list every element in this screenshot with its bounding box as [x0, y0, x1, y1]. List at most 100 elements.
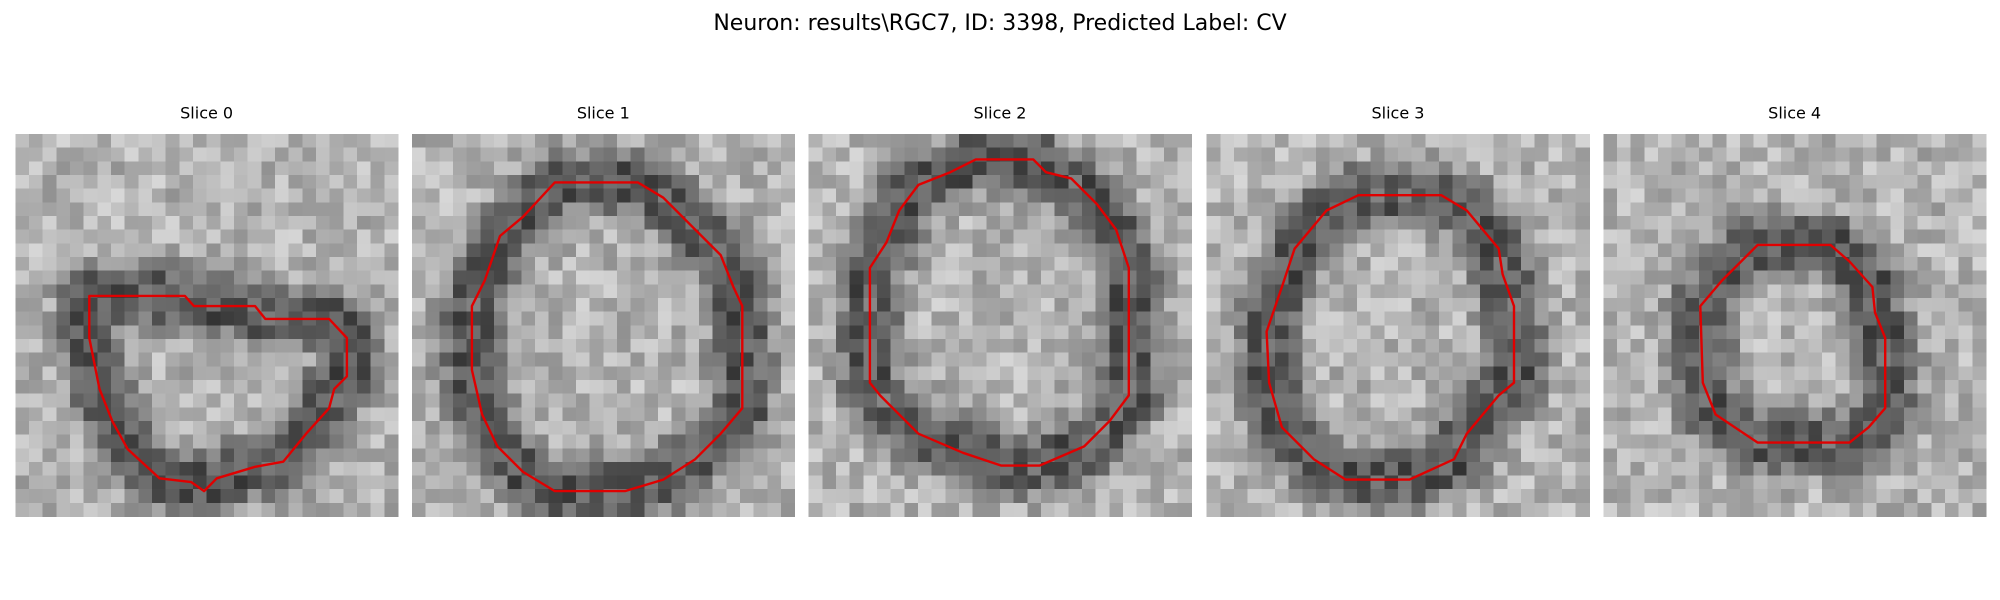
pixel	[151, 352, 167, 367]
pixel	[1958, 434, 1973, 449]
pixel	[1288, 297, 1303, 313]
pixel	[1384, 475, 1399, 490]
pixel	[589, 325, 604, 340]
pixel	[356, 352, 372, 367]
pixel	[1520, 188, 1536, 203]
pixel	[575, 338, 591, 354]
pixel	[836, 366, 851, 381]
pixel	[671, 502, 686, 518]
pixel	[192, 174, 208, 190]
pixel	[1958, 407, 1973, 422]
pixel	[1890, 297, 1905, 313]
pixel	[1356, 133, 1372, 149]
pixel	[1917, 379, 1932, 395]
pixel	[1247, 147, 1262, 162]
pixel	[1561, 393, 1577, 408]
pixel	[1671, 393, 1686, 408]
pixel	[28, 420, 44, 436]
pixel	[1931, 325, 1946, 340]
pixel	[302, 461, 317, 477]
pixel	[192, 243, 208, 258]
pixel	[1603, 461, 1618, 477]
pixel	[1726, 366, 1741, 381]
pixel	[1520, 448, 1536, 463]
pixel	[534, 229, 550, 244]
pixel	[1177, 174, 1192, 190]
pixel	[1040, 448, 1056, 463]
pixel	[56, 420, 71, 436]
pixel	[959, 325, 974, 340]
pixel	[575, 420, 591, 436]
pixel	[466, 434, 481, 449]
pixel	[192, 461, 208, 477]
pixel	[1220, 297, 1235, 313]
pixel	[138, 161, 153, 176]
pixel	[439, 434, 454, 449]
pixel	[1261, 325, 1276, 340]
pixel	[56, 366, 71, 381]
pixel	[1685, 133, 1700, 149]
pixel	[685, 243, 700, 258]
pixel	[274, 393, 290, 408]
pixel	[124, 133, 139, 149]
pixel	[370, 407, 385, 422]
pixel	[1425, 448, 1440, 463]
pixel	[1972, 420, 1987, 436]
pixel	[972, 202, 987, 217]
pixel	[1081, 202, 1097, 217]
pixel	[83, 133, 98, 149]
pixel	[671, 270, 686, 285]
pixel	[1343, 174, 1358, 190]
pixel	[1903, 352, 1919, 367]
pixel	[1493, 133, 1508, 149]
pixel	[1220, 229, 1235, 244]
pixel	[863, 215, 878, 231]
pixel	[1479, 434, 1495, 449]
pixel	[1027, 161, 1042, 176]
pixel	[247, 502, 262, 518]
pixel	[1958, 475, 1973, 490]
pixel	[836, 489, 851, 504]
pixel	[1220, 174, 1235, 190]
pixel	[356, 502, 372, 518]
pixel	[452, 407, 468, 422]
pixel	[767, 475, 782, 490]
pixel	[1356, 352, 1372, 367]
pixel	[411, 188, 427, 203]
pixel	[466, 297, 481, 313]
pixel	[288, 461, 303, 477]
pixel	[1329, 215, 1344, 231]
pixel	[1000, 366, 1015, 381]
pixel	[1561, 202, 1577, 217]
pixel	[138, 352, 153, 367]
pixel	[343, 379, 358, 395]
pixel	[1040, 215, 1056, 231]
pixel	[630, 311, 645, 326]
pixel	[616, 284, 632, 299]
pixel	[1397, 338, 1413, 354]
pixel	[1150, 229, 1165, 244]
pixel	[1726, 133, 1741, 149]
pixel	[1603, 475, 1618, 490]
pixel	[1548, 243, 1563, 258]
pixel	[165, 188, 180, 203]
pixel	[1040, 338, 1056, 354]
pixel	[1479, 256, 1495, 272]
pixel	[1630, 434, 1645, 449]
pixel	[110, 147, 126, 162]
pixel	[56, 311, 71, 326]
pixel	[151, 461, 167, 477]
pixel	[356, 461, 372, 477]
pixel	[206, 311, 221, 326]
pixel	[1685, 420, 1700, 436]
pixel	[1479, 407, 1495, 422]
pixel	[780, 174, 796, 190]
pixel	[780, 434, 796, 449]
pixel	[644, 489, 659, 504]
pixel	[1753, 215, 1768, 231]
pixel	[1671, 133, 1686, 149]
pixel	[1958, 188, 1973, 203]
pixel	[671, 338, 686, 354]
pixel	[83, 202, 98, 217]
pixel	[1027, 420, 1042, 436]
